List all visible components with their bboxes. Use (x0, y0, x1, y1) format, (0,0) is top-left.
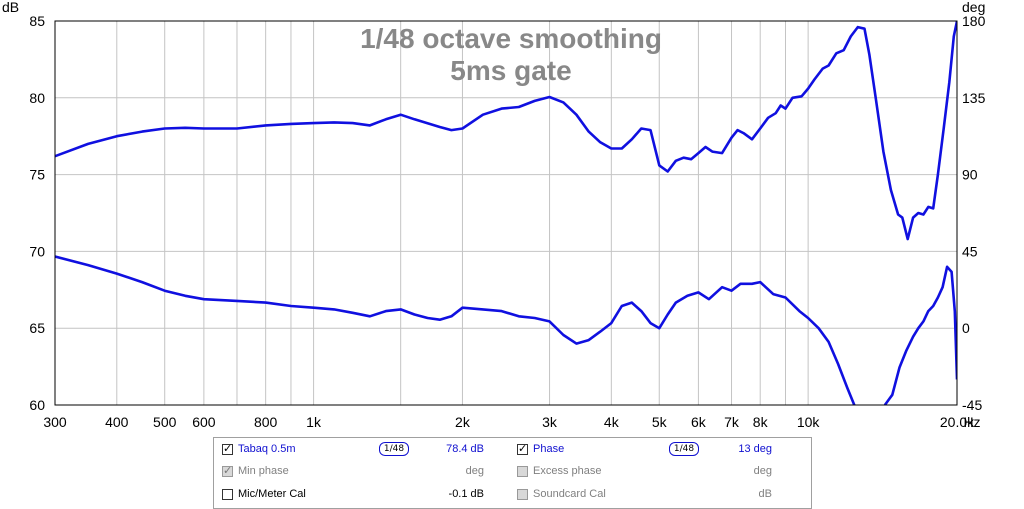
x-tick-label: 8k (753, 414, 769, 430)
phase-smoothing-badge[interactable]: 1/48 (669, 442, 699, 456)
y-right-tick-label: 90 (962, 167, 978, 183)
x-tick-label: 20.0k (940, 414, 975, 430)
mic-meter-cal-value: -0.1 dB (448, 488, 484, 500)
legend-panel: Tabaq 0.5m 1/48 78.4 dB Phase 1/48 13 de… (213, 437, 812, 509)
x-tick-label: 6k (691, 414, 707, 430)
legend-item-soundcard-cal[interactable]: Soundcard Cal dB (517, 486, 787, 502)
x-unit-label: Hz (963, 414, 980, 430)
y-right-tick-label: 45 (962, 243, 978, 259)
phase-value: 13 deg (738, 443, 772, 455)
tabaq-checkbox[interactable] (222, 441, 233, 457)
phase-series-line (55, 255, 856, 405)
y-left-tick-label: 80 (29, 90, 45, 106)
min-phase-label: Min phase (238, 465, 289, 477)
x-tick-label: 800 (254, 414, 278, 430)
x-tick-label: 1k (306, 414, 322, 430)
legend-item-min-phase[interactable]: Min phase deg (222, 463, 492, 479)
soundcard-cal-label: Soundcard Cal (533, 488, 606, 500)
frequency-response-chart: 300 400 500 600 800 1k 2k 3k 4k 5k 6k 7k 8k 10k 20.0kH… (2, 0, 986, 430)
x-tick-label: 5k (652, 414, 668, 430)
x-tick-label: 500 (153, 414, 177, 430)
x-tick-label: 400 (105, 414, 129, 430)
tabaq-smoothing-badge[interactable]: 1/48 (379, 442, 409, 456)
excess-phase-checkbox[interactable] (517, 466, 528, 477)
x-tick-label: 7k (724, 414, 740, 430)
chart-subtitle: 5ms gate (450, 55, 571, 86)
soundcard-cal-checkbox[interactable] (517, 489, 528, 500)
soundcard-cal-value: dB (758, 488, 772, 500)
min-phase-checkbox[interactable] (222, 463, 233, 479)
y-right-tick-label: -45 (962, 397, 982, 413)
legend-item-excess-phase[interactable]: Excess phase deg (517, 463, 787, 479)
y-right-tick-label: 0 (962, 320, 970, 336)
chart-series (55, 21, 957, 405)
plot-border (54, 20, 958, 406)
phase-series-line (883, 265, 957, 405)
y-left-tick-label: 85 (29, 13, 45, 29)
y-left-tick-label: 60 (29, 397, 45, 413)
min-phase-value: deg (465, 465, 484, 477)
chart-title: 1/48 octave smoothing (360, 23, 662, 54)
x-tick-label: 10k (797, 414, 821, 430)
mic-meter-cal-checkbox[interactable] (222, 489, 233, 500)
x-tick-label: 4k (604, 414, 620, 430)
x-tick-label: 2k (455, 414, 471, 430)
y-right-unit-label: deg (962, 0, 985, 15)
spl-series-line (55, 21, 957, 241)
x-tick-label: 600 (192, 414, 216, 430)
y-left-tick-label: 75 (29, 167, 45, 183)
y-left-tick-label: 70 (29, 243, 45, 259)
legend-item-tabaq[interactable]: Tabaq 0.5m 1/48 78.4 dB (222, 441, 492, 457)
tabaq-label: Tabaq 0.5m (238, 443, 296, 455)
phase-checkbox[interactable] (517, 441, 528, 457)
axis-labels: 300 400 500 600 800 1k 2k 3k 4k 5k 6k 7k 8k 10k 20.0kH… (2, 0, 986, 430)
excess-phase-label: Excess phase (533, 465, 602, 477)
y-right-tick-label: 180 (962, 13, 986, 29)
mic-meter-cal-label: Mic/Meter Cal (238, 488, 306, 500)
x-tick-label: 3k (542, 414, 558, 430)
x-tick-label: 300 (43, 414, 67, 430)
phase-label: Phase (533, 443, 565, 455)
excess-phase-value: deg (753, 465, 772, 477)
y-left-unit-label: dB (2, 0, 19, 15)
legend-item-phase[interactable]: Phase 1/48 13 deg (517, 441, 787, 457)
chart-grid (55, 21, 957, 405)
legend-item-mic-meter-cal[interactable]: Mic/Meter Cal -0.1 dB (222, 486, 492, 502)
tabaq-value: 78.4 dB (446, 443, 484, 455)
y-right-tick-label: 135 (962, 90, 986, 106)
y-left-tick-label: 65 (29, 320, 45, 336)
